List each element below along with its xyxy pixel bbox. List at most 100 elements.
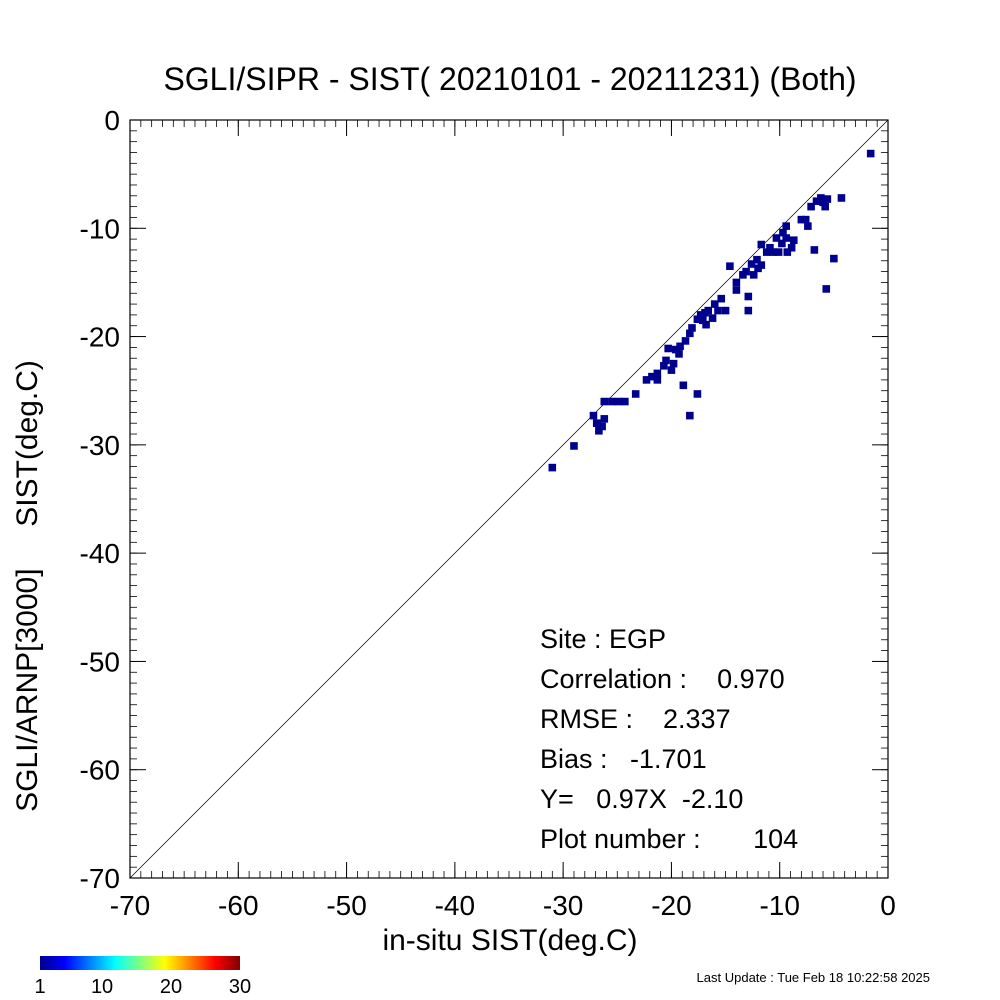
data-point (747, 260, 756, 268)
data-point (762, 248, 771, 256)
data-point (681, 337, 690, 345)
y-tick-label: -50 (80, 646, 120, 677)
data-point (669, 359, 678, 368)
data-point (675, 350, 683, 358)
plot-frame (129, 119, 889, 879)
minor-ticks (129, 119, 889, 879)
data-point (710, 300, 719, 308)
data-point (830, 254, 838, 263)
data-point (837, 194, 846, 202)
chart-title: SGLI/SIPR - SIST( 20210101 - 20211231) (… (163, 61, 856, 97)
data-point (757, 261, 766, 269)
data-point (600, 415, 609, 423)
data-point (790, 236, 798, 244)
data-point (664, 344, 672, 353)
last-update-text: Last Update : Tue Feb 18 10:22:58 2025 (697, 970, 930, 985)
x-axis-label: in-situ SIST(deg.C) (382, 924, 637, 957)
stat-bias: Bias : -1.701 (540, 744, 707, 774)
x-tick-label: -10 (759, 890, 799, 921)
data-point (732, 286, 741, 294)
data-point (807, 202, 815, 211)
y-tick-label: 0 (104, 105, 120, 136)
data-point (819, 198, 827, 207)
x-tick-label: 0 (880, 890, 896, 921)
data-point (778, 239, 786, 248)
colorbar-tick-label: 20 (160, 976, 182, 998)
colorbar (40, 956, 240, 970)
data-point (648, 372, 656, 381)
y-tick-label: -60 (80, 755, 120, 786)
data-point (774, 248, 783, 256)
data-point (592, 419, 601, 427)
data-point (686, 411, 694, 420)
data-point (667, 366, 676, 374)
data-point (631, 390, 640, 398)
data-point (766, 243, 774, 252)
data-point (653, 376, 662, 384)
data-point (686, 329, 694, 338)
data-point (772, 234, 781, 242)
x-tick-label: -40 (435, 890, 475, 921)
y-tick-label: -40 (80, 538, 120, 569)
data-point (749, 271, 758, 279)
data-point (742, 267, 750, 276)
colorbar-tick-label: 30 (229, 976, 251, 998)
stat-correlation: Correlation : 0.970 (540, 664, 785, 694)
data-point (804, 222, 812, 230)
y-tick-labels: -70 -60 -50 -40 -30 -20 -10 0 (80, 105, 120, 894)
y-tick-label: -70 (80, 863, 120, 894)
colorbar-tick-label: 10 (91, 976, 113, 998)
data-point (589, 411, 598, 420)
stat-rmse: RMSE : 2.337 (540, 704, 731, 734)
y-tick-label: -20 (80, 322, 120, 353)
data-point (866, 149, 875, 158)
y-tick-label: -10 (80, 213, 120, 244)
data-point (753, 255, 761, 264)
colorbar-tick-label: 1 (34, 976, 45, 998)
y-axis-label: SGLI/ARNP[3000] SIST(deg.C) (11, 360, 44, 812)
data-point (744, 306, 753, 315)
data-point (797, 215, 806, 224)
x-tick-label: -70 (110, 890, 150, 921)
x-tick-label: -20 (651, 890, 691, 921)
x-tick-labels: -70 -60 -50 -40 -30 -20 -10 0 (110, 890, 896, 921)
data-point (823, 195, 832, 203)
data-point (699, 316, 707, 325)
data-point (548, 463, 557, 472)
data-point (653, 369, 662, 378)
data-point (726, 262, 734, 270)
data-points (548, 149, 875, 472)
data-point (676, 342, 684, 351)
data-point (822, 285, 831, 293)
data-point (708, 314, 717, 322)
data-point (782, 234, 791, 242)
data-point (732, 278, 741, 287)
data-point (810, 246, 819, 254)
data-point (769, 248, 778, 256)
colorbar-tick-labels: 1 10 20 30 (34, 976, 251, 998)
x-tick-label: -30 (543, 890, 583, 921)
data-point (595, 426, 603, 435)
data-point (757, 240, 766, 249)
data-point (779, 228, 787, 237)
x-tick-label: -60 (218, 890, 258, 921)
data-point (614, 397, 623, 406)
data-point (621, 397, 629, 406)
data-point (817, 194, 825, 202)
data-point (787, 243, 796, 252)
data-point (688, 324, 696, 332)
data-point (671, 345, 680, 354)
x-tick-label: -50 (326, 890, 366, 921)
data-point (702, 320, 710, 329)
data-point (721, 306, 730, 315)
data-point (693, 315, 702, 324)
data-point (821, 202, 829, 211)
data-point (608, 397, 616, 406)
stat-regression: Y= 0.97X -2.10 (540, 784, 743, 814)
data-point (801, 215, 810, 224)
data-point (714, 306, 722, 315)
y-tick-label: -30 (80, 430, 120, 461)
data-point (600, 397, 609, 406)
stat-site: Site : EGP (540, 624, 666, 654)
data-point (696, 311, 705, 319)
